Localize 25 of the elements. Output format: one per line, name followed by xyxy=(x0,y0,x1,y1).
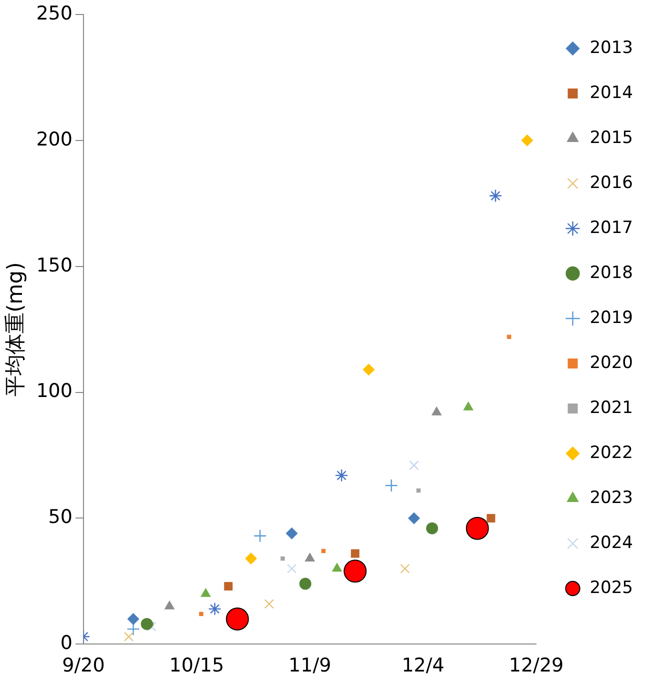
legend-label: 2022 xyxy=(590,442,633,463)
legend-label: 2015 xyxy=(590,128,633,148)
legend-label: 2013 xyxy=(590,38,633,58)
legend-label: 2023 xyxy=(590,488,633,508)
x-tick-label: 12/4 xyxy=(402,654,444,677)
legend-label: 2019 xyxy=(590,308,633,328)
legend-label: 2020 xyxy=(590,352,633,373)
legend-label: 2016 xyxy=(590,172,633,193)
x-tick-label: 9/20 xyxy=(62,654,105,677)
y-tick-label: 250 xyxy=(36,2,72,24)
legend-label: 2014 xyxy=(590,82,633,103)
x-tick-label: 10/15 xyxy=(169,654,224,677)
x-tick-label: 12/29 xyxy=(508,654,564,677)
y-tick-label: 150 xyxy=(36,254,72,276)
x-tick-label: 11/9 xyxy=(288,654,332,677)
legend-label: 2025 xyxy=(590,578,633,598)
legend-label: 2021 xyxy=(590,398,633,418)
y-tick-label: 0 xyxy=(60,632,72,654)
legend-label: 2017 xyxy=(590,218,633,238)
legend-label: 2024 xyxy=(590,532,633,553)
y-tick-label: 50 xyxy=(48,506,72,528)
y-tick-label: 200 xyxy=(36,128,72,150)
legend-label: 2018 xyxy=(590,262,633,283)
y-tick-label: 100 xyxy=(36,380,72,402)
y-axis-title: 平均体重(mg) xyxy=(3,262,28,396)
